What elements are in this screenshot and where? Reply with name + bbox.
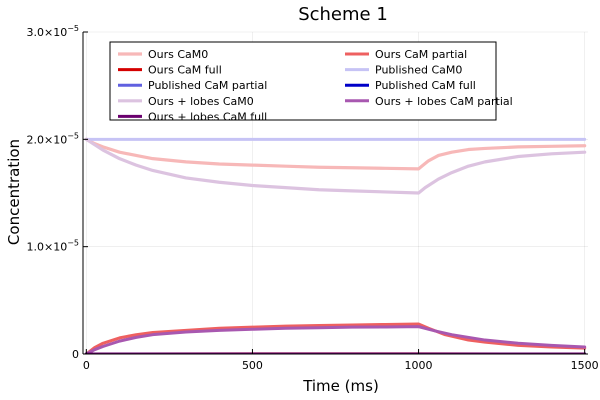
x-tick-label: 1000 <box>405 359 433 372</box>
series-line-ours-lobes-cam-partial <box>84 325 587 354</box>
chart-title: Scheme 1 <box>298 4 388 25</box>
x-tick-label: 500 <box>242 359 263 372</box>
legend-box <box>109 41 497 121</box>
legend-label: Ours + lobes CaM full <box>148 110 267 123</box>
legend-label: Ours CaM partial <box>375 48 467 61</box>
y-tick-label: 0 <box>72 348 79 361</box>
x-tick-label: 0 <box>83 359 90 372</box>
y-tick-label: 1.0×10−5 <box>26 239 79 254</box>
series-line-ours-lobes-cam0 <box>84 137 587 195</box>
y-axis-label: Concentration <box>5 139 23 245</box>
legend-label: Ours + lobes CaM0 <box>148 95 254 108</box>
y-tick-label: 3.0×10−5 <box>26 24 79 39</box>
series-line-ours-cam-partial <box>84 322 587 354</box>
legend-label: Ours CaM full <box>148 64 222 77</box>
x-tick-label: 1500 <box>571 359 599 372</box>
x-axis-label: Time (ms) <box>302 377 379 395</box>
legend: Ours CaM0 Ours CaM partial Ours CaM full Pu… <box>109 41 513 123</box>
axes: 0 500 1000 1500 0 1.0×10−5 2.0×10−5 3.0×10−5 <box>26 24 598 372</box>
legend-label: Published CaM0 <box>375 64 462 77</box>
legend-label: Published CaM full <box>375 79 476 92</box>
y-tick-label: 2.0×10−5 <box>26 131 79 146</box>
legend-label: Published CaM partial <box>148 79 267 92</box>
series-line-ours-cam0 <box>84 137 587 171</box>
legend-label: Ours + lobes CaM partial <box>375 95 513 108</box>
legend-label: Ours CaM0 <box>148 48 208 61</box>
